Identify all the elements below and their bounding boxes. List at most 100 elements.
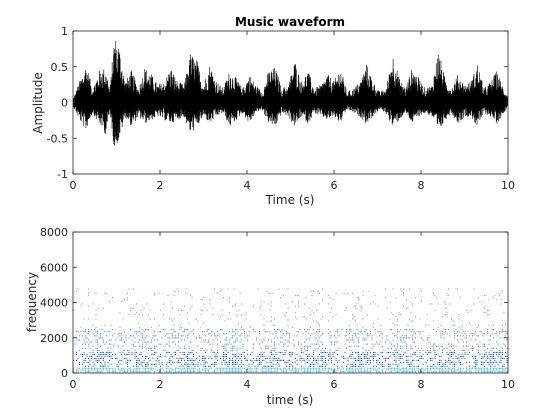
spectrogram-cell — [433, 328, 435, 331]
spectrogram-cell — [247, 353, 249, 356]
spectrogram-cell — [181, 369, 183, 371]
spectrogram-cell — [212, 371, 214, 373]
spectrogram-cell — [482, 357, 484, 359]
spectrogram-cell — [148, 367, 150, 369]
spectrogram-cell — [406, 359, 408, 361]
spectrogram-cell — [143, 339, 145, 341]
spectrogram-cell — [79, 339, 81, 341]
spectrogram-cell — [422, 353, 424, 356]
spectrogram-cell — [470, 367, 472, 369]
spectrogram-cell — [478, 345, 480, 347]
spectrogram-cell — [337, 369, 339, 371]
spectrogram-cell — [407, 355, 409, 358]
spectrogram-cell — [370, 303, 372, 305]
spectrogram-cell — [463, 355, 465, 358]
spectrogram-cell — [445, 328, 447, 331]
spectrogram-cell — [454, 351, 456, 354]
spectrogram-cell — [185, 347, 187, 349]
spectrogram-cell — [377, 371, 379, 373]
spectrogram-cell — [154, 371, 156, 373]
spectrogram-cell — [124, 299, 126, 301]
spectrogram-cell — [296, 335, 298, 337]
spectrogram-cell — [155, 345, 157, 347]
spectrogram-cell — [95, 369, 97, 371]
spectrogram-cell — [461, 357, 463, 359]
spectrogram-cell — [236, 328, 238, 331]
spectrogram-cell — [419, 355, 421, 358]
spectrogram-cell — [317, 341, 319, 343]
spectrogram-cell — [221, 314, 223, 316]
spectrogram-cell — [220, 371, 222, 373]
spectrogram-cell — [202, 309, 204, 312]
spectrogram-cell — [313, 365, 315, 367]
spectrogram-cell — [188, 369, 190, 371]
spectrogram-cell — [214, 361, 216, 363]
spectrogram-cell — [467, 349, 469, 352]
spectrogram-cell — [232, 353, 234, 356]
spectrogram-cell — [235, 363, 237, 365]
spectrogram-cell — [478, 349, 480, 352]
spectrogram-cell — [203, 303, 205, 305]
spectrogram-cell — [337, 349, 339, 352]
spectrogram-cell — [308, 355, 310, 358]
spectrogram-cell — [233, 355, 235, 358]
spectrogram-cell — [109, 353, 111, 356]
spectrogram-cell — [328, 320, 330, 322]
spectrogram-cell — [268, 339, 270, 341]
spectrogram-cell — [173, 351, 175, 354]
spectrogram-cell — [440, 365, 442, 367]
spectrogram-cell — [443, 333, 445, 335]
spectrogram-cell — [493, 355, 495, 358]
spectrogram-cell — [236, 361, 238, 363]
spectrogram-cell — [215, 361, 217, 363]
spectrogram-cell — [148, 314, 150, 316]
spectrogram-cell — [355, 351, 357, 354]
spectrogram-cell — [119, 363, 121, 365]
spectrogram-cell — [322, 351, 324, 354]
spectrogram-cell — [473, 288, 475, 290]
spectrogram-cell — [506, 339, 508, 341]
spectrogram-cell — [250, 353, 252, 356]
spectrogram-cell — [461, 363, 463, 365]
spectrogram-cell — [137, 341, 139, 343]
spectrogram-cell — [182, 367, 184, 369]
spectrogram-cell — [322, 316, 324, 318]
spectrogram-cell — [80, 331, 82, 333]
spectrogram-cell — [455, 355, 457, 358]
spectrogram-cell — [217, 331, 219, 333]
spectrogram-cell — [232, 363, 234, 365]
spectrogram-cell — [274, 367, 276, 369]
spectrogram-cell — [167, 294, 169, 297]
spectrogram-cell — [328, 369, 330, 371]
spectrogram-cell — [229, 371, 231, 373]
spectrogram-cell — [143, 361, 145, 363]
spectrogram-cell — [244, 333, 246, 335]
spectrogram-cell — [305, 331, 307, 333]
spectrogram-cell — [350, 367, 352, 369]
spectrogram-cell — [356, 359, 358, 361]
spectrogram-cell — [331, 361, 333, 363]
spectrogram-cell — [89, 355, 91, 358]
spectrogram-cell — [305, 337, 307, 339]
spectrogram-cell — [353, 345, 355, 347]
spectrogram-cell — [307, 345, 309, 347]
spectrogram-cell — [451, 318, 453, 320]
spectrogram-cell — [418, 369, 420, 371]
spectrogram-cell — [281, 369, 283, 371]
spectrogram-cell — [97, 333, 99, 335]
spectrogram-cell — [142, 343, 144, 345]
spectrogram-cell — [269, 351, 271, 354]
spectrogram-cell — [407, 361, 409, 363]
spectrogram-cell — [205, 357, 207, 359]
spectrogram-cell — [145, 345, 147, 347]
spectrogram-cell — [163, 328, 165, 331]
spectrogram-cell — [433, 363, 435, 365]
spectrogram-cell — [308, 337, 310, 339]
spectrogram-cell — [443, 328, 445, 331]
spectrogram-cell — [284, 367, 286, 369]
spectrogram-cell — [506, 357, 508, 359]
spectrogram-cell — [476, 367, 478, 369]
spectrogram-cell — [92, 353, 94, 356]
spectrogram-cell — [130, 371, 132, 373]
spectrogram-cell — [256, 367, 258, 369]
